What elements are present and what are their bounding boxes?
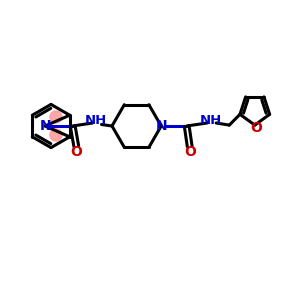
Text: O: O	[184, 145, 196, 159]
Text: O: O	[70, 145, 82, 158]
Text: NH: NH	[85, 114, 107, 128]
Text: O: O	[250, 121, 262, 134]
Circle shape	[50, 129, 62, 141]
Text: N: N	[39, 119, 51, 133]
Circle shape	[50, 111, 62, 123]
Text: NH: NH	[200, 114, 222, 128]
Text: N: N	[155, 119, 167, 133]
